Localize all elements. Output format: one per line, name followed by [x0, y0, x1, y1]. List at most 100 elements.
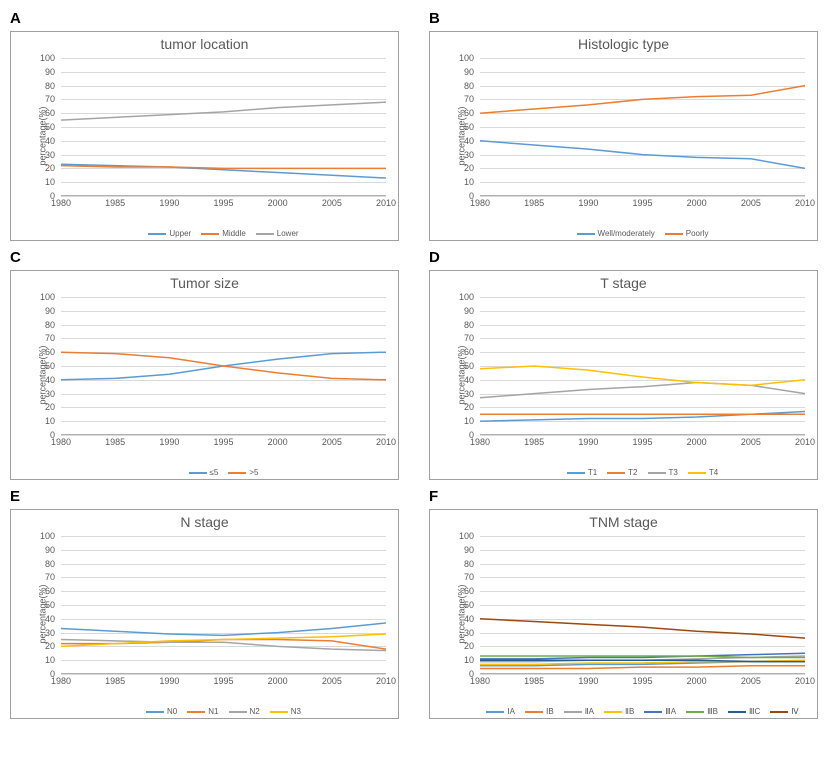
legend-swatch — [770, 711, 788, 713]
y-ticks: 0102030405060708090100 — [11, 536, 59, 674]
x-tick: 1995 — [213, 676, 233, 686]
legend-item: Well/moderately — [577, 229, 655, 238]
legend-label: ⅡA — [585, 707, 594, 716]
legend-swatch — [187, 711, 205, 713]
x-ticks: 1980198519901995200020052010 — [480, 437, 805, 449]
chart-title: Histologic type — [430, 32, 817, 54]
legend-swatch — [686, 711, 704, 713]
y-tick: 20 — [464, 641, 474, 651]
y-tick: 70 — [464, 94, 474, 104]
y-tick: 30 — [464, 150, 474, 160]
x-tick: 2000 — [268, 198, 288, 208]
legend-item: >5 — [228, 468, 258, 477]
y-tick: 90 — [45, 545, 55, 555]
legend-item: T2 — [607, 468, 637, 477]
y-tick: 10 — [464, 416, 474, 426]
y-tick: 10 — [464, 177, 474, 187]
y-tick: 40 — [45, 614, 55, 624]
legend-label: Upper — [169, 229, 191, 238]
legend-label: T3 — [669, 468, 678, 477]
legend-label: Middle — [222, 229, 246, 238]
y-tick: 60 — [464, 347, 474, 357]
line-layer — [61, 297, 386, 435]
y-ticks: 0102030405060708090100 — [430, 536, 478, 674]
chart-box: T stagepercentage(%)01020304050607080901… — [429, 270, 818, 480]
legend-label: N1 — [208, 707, 218, 716]
x-ticks: 1980198519901995200020052010 — [61, 676, 386, 688]
legend-item: Upper — [148, 229, 191, 238]
legend-label: ⅢB — [707, 707, 718, 716]
legend-label: N3 — [291, 707, 301, 716]
legend-label: T1 — [588, 468, 597, 477]
y-tick: 100 — [459, 53, 474, 63]
y-tick: 40 — [45, 375, 55, 385]
y-tick: 70 — [464, 333, 474, 343]
y-ticks: 0102030405060708090100 — [430, 297, 478, 435]
y-tick: 60 — [464, 108, 474, 118]
legend-swatch — [148, 233, 166, 235]
y-tick: 20 — [45, 163, 55, 173]
legend-item: ⅠB — [525, 707, 554, 716]
x-tick: 2005 — [322, 437, 342, 447]
legend-label: ⅢA — [665, 707, 676, 716]
x-ticks: 1980198519901995200020052010 — [61, 198, 386, 210]
legend-item: N0 — [146, 707, 177, 716]
legend-item: ⅢB — [686, 707, 718, 716]
panel-label: E — [10, 488, 399, 505]
legend-item: Lower — [256, 229, 299, 238]
x-tick: 1985 — [524, 198, 544, 208]
legend-item: ⅢA — [644, 707, 676, 716]
series-line — [61, 102, 386, 120]
plot-area — [61, 58, 386, 196]
panel-d: DT stagepercentage(%)0102030405060708090… — [429, 249, 818, 480]
y-tick: 100 — [459, 531, 474, 541]
legend-swatch — [648, 472, 666, 474]
x-tick: 1990 — [159, 437, 179, 447]
x-tick: 1980 — [470, 437, 490, 447]
series-line — [480, 86, 805, 114]
legend-item: T4 — [688, 468, 718, 477]
legend-label: >5 — [249, 468, 258, 477]
legend-label: T2 — [628, 468, 637, 477]
legend-label: N0 — [167, 707, 177, 716]
y-tick: 60 — [45, 347, 55, 357]
x-tick: 1985 — [105, 676, 125, 686]
grid-line — [480, 674, 805, 675]
y-ticks: 0102030405060708090100 — [430, 58, 478, 196]
chart-box: TNM stagepercentage(%)010203040506070809… — [429, 509, 818, 719]
x-ticks: 1980198519901995200020052010 — [480, 198, 805, 210]
y-tick: 10 — [45, 416, 55, 426]
series-line — [480, 412, 805, 422]
y-tick: 60 — [45, 586, 55, 596]
series-line — [61, 623, 386, 635]
legend-swatch — [604, 711, 622, 713]
panel-label: F — [429, 488, 818, 505]
x-tick: 1990 — [578, 198, 598, 208]
panel-e: EN stagepercentage(%)0102030405060708090… — [10, 488, 399, 719]
x-ticks: 1980198519901995200020052010 — [61, 437, 386, 449]
series-line — [480, 619, 805, 638]
panel-label: A — [10, 10, 399, 27]
legend-swatch — [486, 711, 504, 713]
legend: ⅠAⅠBⅡAⅡBⅢAⅢBⅢCⅣ — [480, 707, 805, 716]
x-tick: 2005 — [741, 198, 761, 208]
chart-title: N stage — [11, 510, 398, 532]
legend-label: Well/moderately — [598, 229, 655, 238]
x-tick: 2010 — [795, 198, 815, 208]
x-tick: 1995 — [213, 437, 233, 447]
y-tick: 90 — [464, 67, 474, 77]
x-tick: 2010 — [376, 676, 396, 686]
y-tick: 30 — [45, 628, 55, 638]
panel-a: Atumor locationpercentage(%)010203040506… — [10, 10, 399, 241]
line-layer — [480, 536, 805, 674]
y-tick: 80 — [45, 559, 55, 569]
y-tick: 80 — [464, 81, 474, 91]
plot-area — [480, 536, 805, 674]
x-tick: 2005 — [322, 676, 342, 686]
legend-label: ⅢC — [749, 707, 760, 716]
y-tick: 10 — [45, 177, 55, 187]
series-line — [480, 366, 805, 385]
legend-swatch — [577, 233, 595, 235]
y-tick: 40 — [464, 136, 474, 146]
y-tick: 30 — [464, 628, 474, 638]
